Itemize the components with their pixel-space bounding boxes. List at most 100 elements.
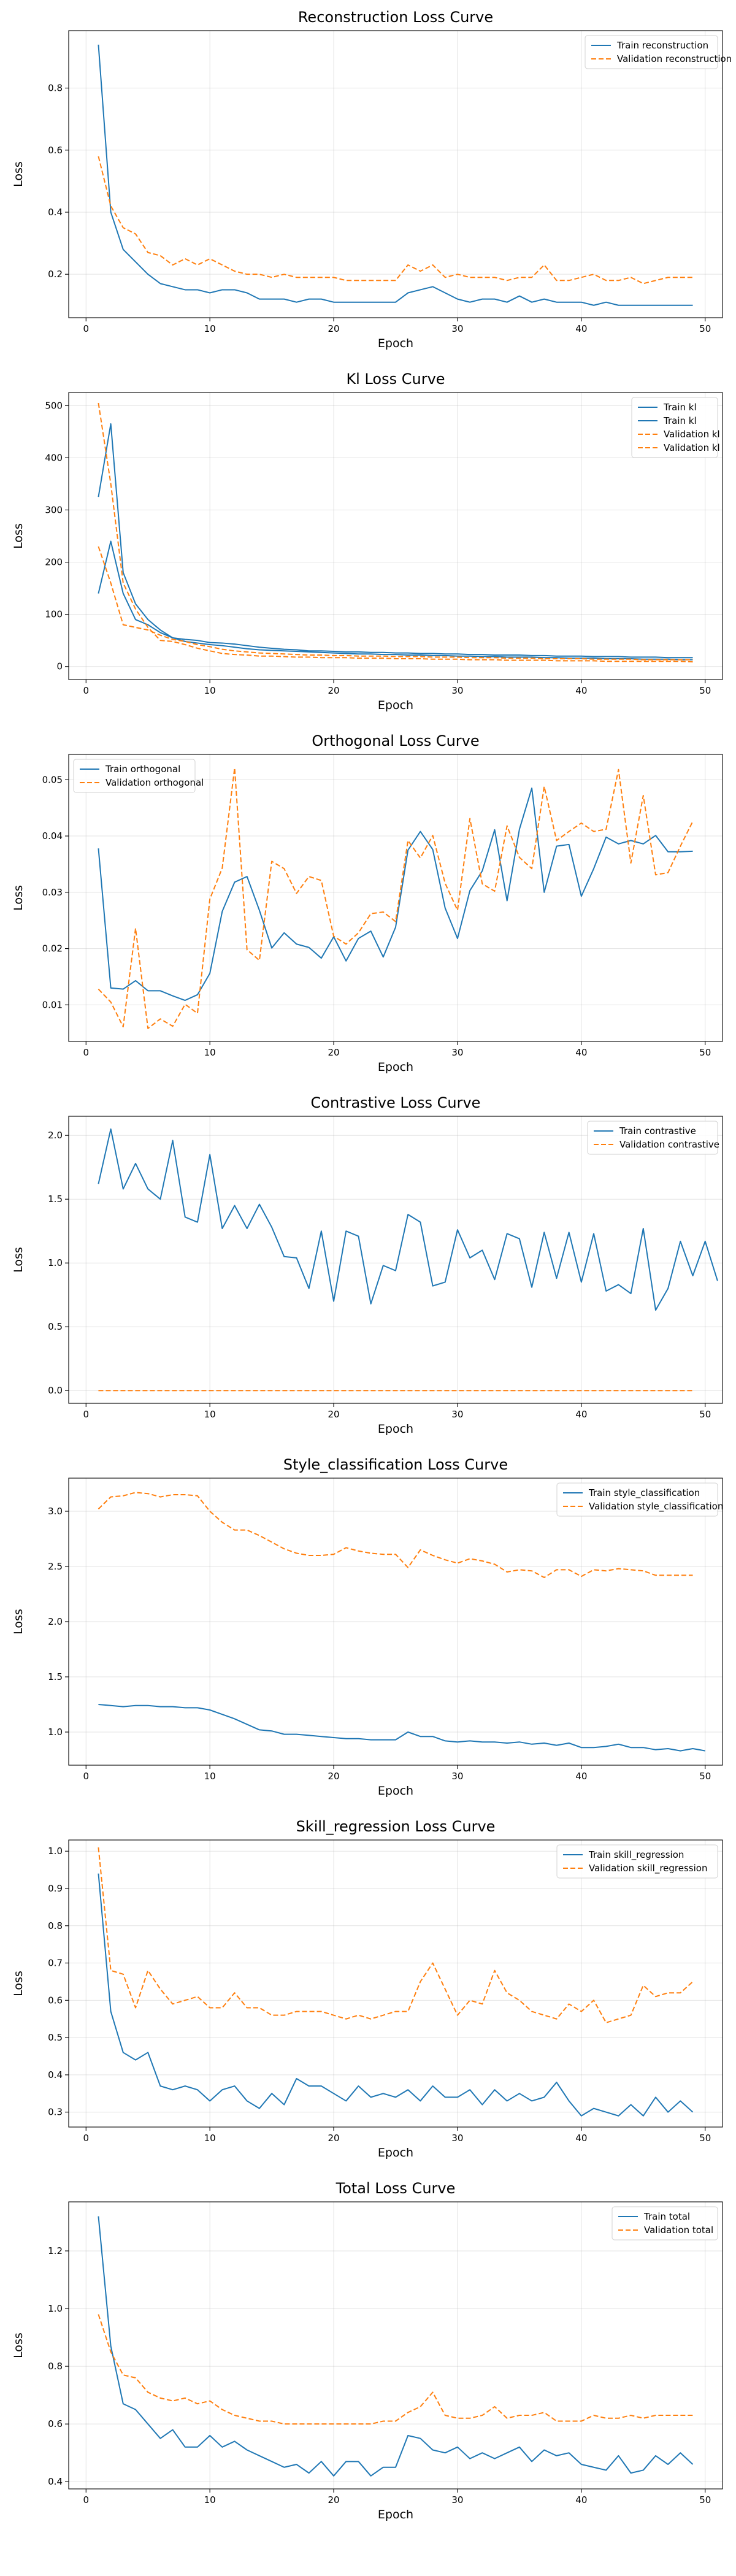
series-line-train-kl <box>98 423 693 659</box>
series-line-validation-kl <box>98 402 693 663</box>
y-tick-label: 2.0 <box>48 1616 63 1627</box>
series-line-train-contrastive <box>98 1128 718 1311</box>
x-tick-label: 20 <box>328 2494 340 2505</box>
x-tick-label: 20 <box>328 685 340 696</box>
y-tick-label: 0.05 <box>42 774 63 785</box>
chart-title: Orthogonal Loss Curve <box>312 732 479 749</box>
y-tick-label: 2.0 <box>48 1130 63 1141</box>
chart-title: Total Loss Curve <box>335 2180 456 2197</box>
x-tick-label: 10 <box>204 685 216 696</box>
y-tick-label: 0.7 <box>48 1958 63 1969</box>
x-tick-label: 10 <box>204 1409 216 1420</box>
y-tick-label: 0.0 <box>48 1385 63 1396</box>
y-tick-label: 0.01 <box>42 999 63 1010</box>
chart-title: Skill_regression Loss Curve <box>296 1818 496 1835</box>
series-line-train-reconstruction <box>98 44 693 306</box>
x-tick-label: 10 <box>204 1771 216 1782</box>
x-tick-label: 50 <box>699 2133 711 2144</box>
x-axis-label: Epoch <box>378 1422 413 1436</box>
y-tick-label: 1.0 <box>48 1846 63 1857</box>
x-tick-label: 50 <box>699 2494 711 2505</box>
legend-label: Validation style_classification <box>589 1501 723 1512</box>
x-tick-label: 30 <box>451 323 463 334</box>
y-tick-label: 1.0 <box>48 2303 63 2314</box>
x-tick-label: 20 <box>328 1409 340 1420</box>
legend-label: Train reconstruction <box>616 40 708 51</box>
plot-frame <box>68 392 723 680</box>
chart-title: Style_classification Loss Curve <box>283 1456 508 1473</box>
legend-box <box>631 397 718 458</box>
legend: Train reconstruction Validation reconstru… <box>585 35 732 69</box>
y-tick-label: 0.04 <box>42 830 63 841</box>
plot-frame <box>68 2201 723 2490</box>
y-tick-label: 400 <box>45 452 63 463</box>
legend-box <box>73 759 196 793</box>
x-tick-label: 0 <box>83 1047 89 1058</box>
y-tick-label: 500 <box>45 400 63 411</box>
plot-frame <box>68 1116 723 1404</box>
legend-label: Validation reconstruction <box>617 53 732 64</box>
x-axis-label: Epoch <box>378 1784 413 1798</box>
series-line-validation-skill_regression <box>98 1847 694 2023</box>
legend: Train kl Train kl Validation kl Validation … <box>631 397 720 458</box>
chart-title: Kl Loss Curve <box>346 370 445 388</box>
y-axis-label: Loss <box>12 523 25 549</box>
legend-label: Validation orthogonal <box>105 777 204 788</box>
y-tick-label: 100 <box>45 609 63 620</box>
x-tick-label: 30 <box>451 1771 463 1782</box>
legend-label: Train skill_regression <box>588 1849 684 1861</box>
legend-label: Validation kl <box>664 429 720 440</box>
x-axis-label: Epoch <box>378 2146 413 2160</box>
legend-label: Train contrastive <box>619 1125 696 1137</box>
loss-chart-3: Orthogonal Loss Curve 0 10 20 30 40 50 0.01 0.02… <box>12 732 723 1074</box>
y-tick-label: 0.9 <box>48 1883 63 1894</box>
legend-box <box>587 1121 718 1155</box>
x-axis-label: Epoch <box>378 699 413 712</box>
x-tick-label: 20 <box>328 323 340 334</box>
loss-chart-7: Total Loss Curve 0 10 20 30 40 50 0.4 0.6 0.8 1.0 1… <box>12 2180 723 2521</box>
x-tick-label: 40 <box>575 1771 587 1782</box>
series-line-validation-orthogonal <box>98 767 694 1029</box>
y-tick-label: 0.6 <box>48 145 63 156</box>
chart-title: Contrastive Loss Curve <box>311 1094 481 1111</box>
x-tick-label: 30 <box>451 685 463 696</box>
y-axis-label: Loss <box>12 161 25 187</box>
series-line-train-kl <box>98 540 693 661</box>
y-tick-label: 0.8 <box>48 2361 63 2372</box>
series-line-train-skill_regression <box>98 1873 694 2117</box>
legend: Train orthogonal Validation orthogonal <box>73 759 204 793</box>
legend: Train contrastive Validation contrastive <box>587 1121 719 1155</box>
loss-chart-5: Style_classification Loss Curve 0 10 20 30 40… <box>12 1456 723 1798</box>
y-axis-label: Loss <box>12 1247 25 1273</box>
x-tick-label: 20 <box>328 1771 340 1782</box>
x-tick-label: 20 <box>328 1047 340 1058</box>
y-tick-label: 2.5 <box>48 1561 63 1572</box>
series-line-train-total <box>98 2216 694 2477</box>
x-tick-label: 0 <box>83 2133 89 2144</box>
series-line-validation-kl <box>98 546 693 661</box>
x-tick-label: 50 <box>699 1771 711 1782</box>
series-line-train-style_classification <box>98 1704 705 1752</box>
x-tick-label: 10 <box>204 2133 216 2144</box>
x-tick-label: 20 <box>328 2133 340 2144</box>
legend: Train style_classification Validation sty… <box>556 1482 723 1517</box>
x-tick-label: 40 <box>575 2133 587 2144</box>
y-axis-label: Loss <box>12 1609 25 1635</box>
plot-frame <box>68 30 723 318</box>
x-tick-label: 40 <box>575 323 587 334</box>
series-line-train-orthogonal <box>98 788 693 1002</box>
legend: Train total Validation total <box>611 2206 718 2241</box>
loss-chart-1: Reconstruction Loss Curve 0 10 20 30 40 50 0.2 0… <box>12 9 732 350</box>
y-tick-label: 200 <box>45 557 63 568</box>
y-axis-label: Loss <box>12 2333 25 2358</box>
legend-label: Validation total <box>644 2225 713 2236</box>
y-tick-label: 1.0 <box>48 1257 63 1268</box>
y-tick-label: 0 <box>56 661 63 672</box>
y-tick-label: 1.0 <box>48 1727 63 1738</box>
series-line-validation-total <box>98 2314 693 2425</box>
y-tick-label: 0.4 <box>48 207 63 218</box>
y-tick-label: 300 <box>45 504 63 515</box>
x-tick-label: 0 <box>83 323 89 334</box>
